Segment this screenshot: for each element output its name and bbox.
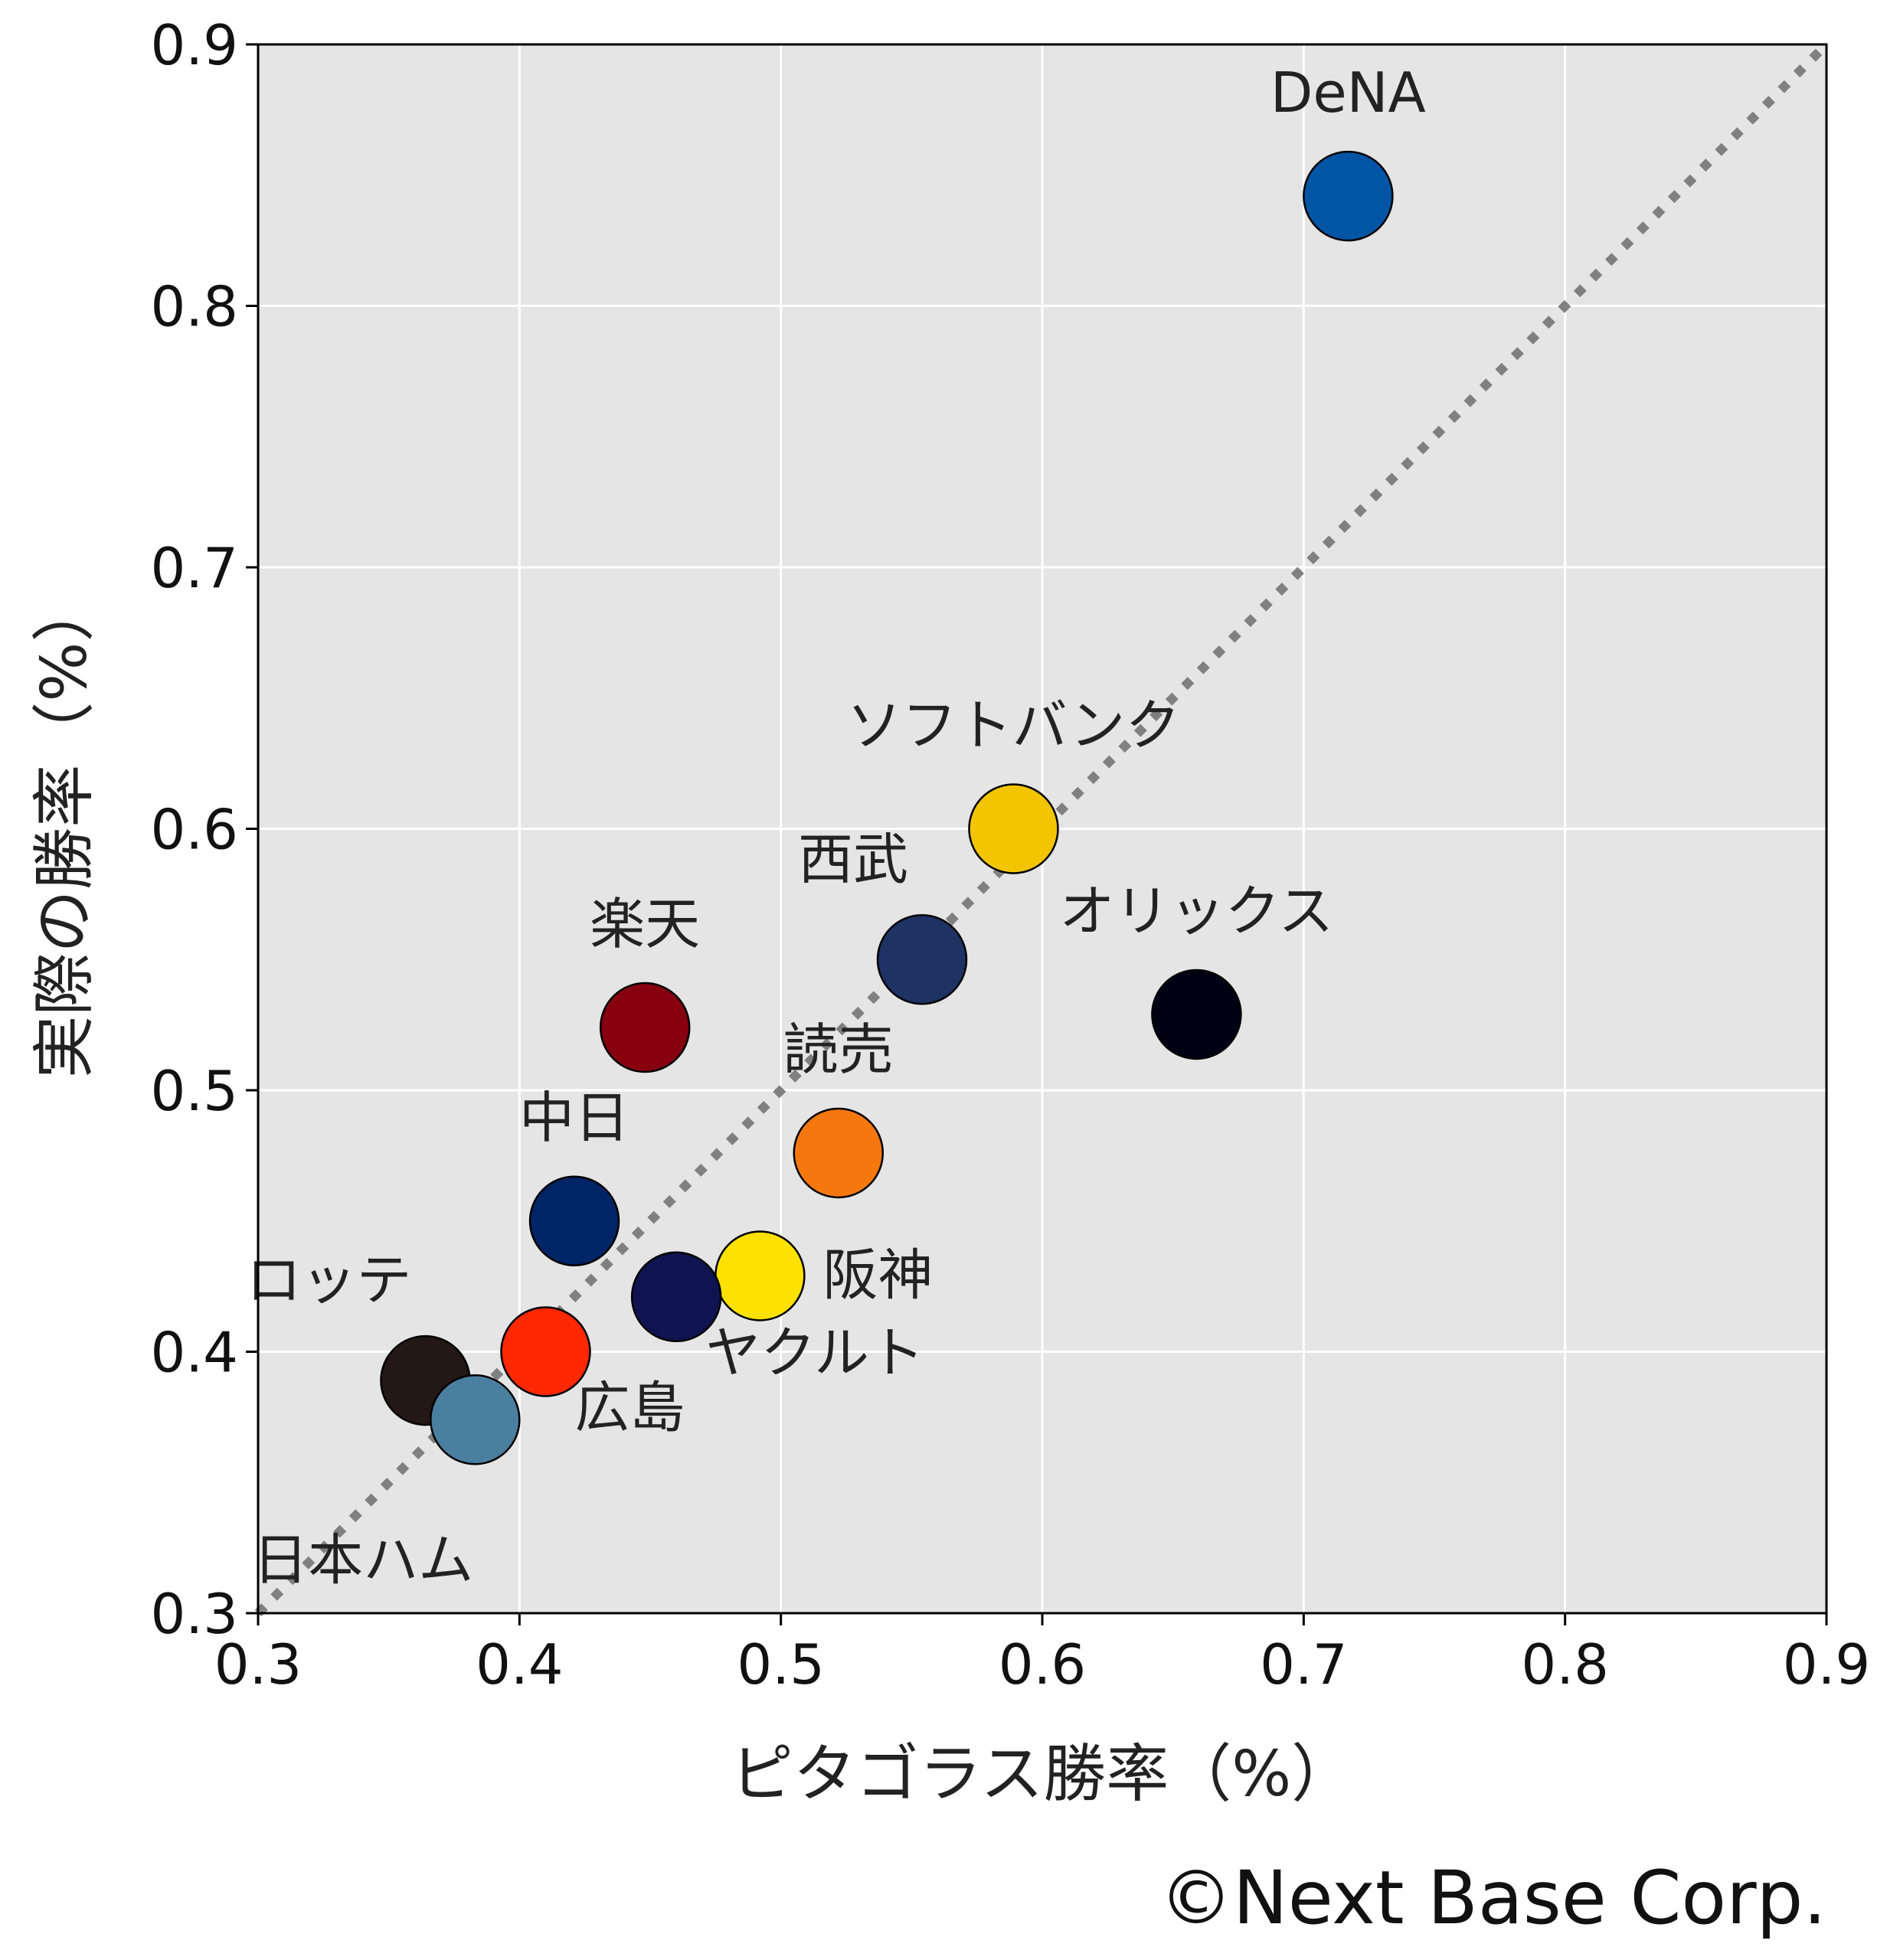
point-label: 中日 [519,1086,630,1150]
y-axis-title: 実際の勝率（%） [28,580,101,1079]
point-label: ロッテ [246,1248,411,1312]
x-tick-label: 0.5 [737,1632,825,1697]
x-tick-label: 0.9 [1783,1632,1871,1697]
copyright-credit: ©Next Base Corp. [1159,1855,1826,1941]
point-label: ソフトバンク [847,694,1181,758]
y-axis-ticks: 0.3 0.4 0.5 0.6 0.7 0.8 0.9 [150,13,258,1646]
y-tick-label: 0.5 [150,1059,238,1123]
y-tick-label: 0.9 [150,13,238,77]
x-tick-label: 0.7 [1260,1632,1348,1697]
x-tick-label: 0.6 [999,1632,1087,1697]
point-marker [793,1107,885,1199]
point-marker [430,1374,521,1465]
x-tick-label: 0.3 [214,1632,302,1697]
x-tick-label: 0.8 [1521,1632,1609,1697]
y-tick-label: 0.8 [150,275,238,339]
point-label: 阪神 [822,1243,933,1307]
y-tick-label: 0.4 [150,1321,238,1385]
point-label: 西武 [798,827,908,891]
point-label: 楽天 [590,892,700,956]
point-label: 広島 [574,1376,685,1440]
point-marker [1151,969,1242,1060]
point-marker [500,1306,591,1397]
point-marker [968,783,1059,874]
point-label: 読売 [783,1018,894,1082]
point-marker [599,982,691,1073]
point-marker [528,1175,620,1266]
point-label: ヤクルト [705,1321,924,1385]
reference-diagonal-line [254,41,1830,1617]
data-points [380,150,1394,1465]
point-label: 日本ハム [253,1527,473,1592]
y-tick-label: 0.6 [150,798,238,862]
point-marker [715,1230,806,1321]
point-label: オリックス [1059,879,1333,943]
point-marker [630,1251,722,1343]
point-marker [1303,150,1394,242]
x-tick-label: 0.4 [476,1632,564,1697]
point-marker [876,914,968,1005]
y-tick-label: 0.7 [150,536,238,600]
x-axis-ticks: 0.3 0.4 0.5 0.6 0.7 0.8 0.9 [214,1613,1871,1697]
x-axis-title: ピタゴラス勝率（%） [731,1738,1354,1811]
y-tick-label: 0.3 [150,1582,238,1646]
point-label: DeNA [1270,60,1426,125]
